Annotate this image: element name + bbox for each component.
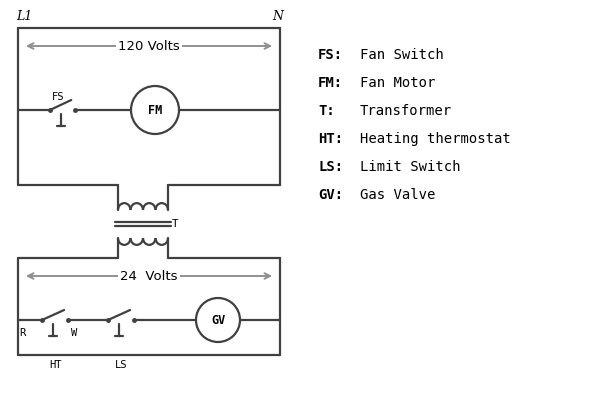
Text: W: W [71,328,77,338]
Text: LS: LS [114,360,127,370]
Text: LS:: LS: [318,160,343,174]
Text: HT: HT [49,360,61,370]
Text: Limit Switch: Limit Switch [360,160,461,174]
Text: Fan Motor: Fan Motor [360,76,435,90]
Text: T:: T: [318,104,335,118]
Text: Heating thermostat: Heating thermostat [360,132,511,146]
Text: 120 Volts: 120 Volts [118,40,180,52]
Text: T: T [172,219,179,229]
Text: GV: GV [211,314,225,326]
Text: FM: FM [148,104,162,116]
Text: GV:: GV: [318,188,343,202]
Text: N: N [272,10,283,22]
Text: FM:: FM: [318,76,343,90]
Text: Transformer: Transformer [360,104,452,118]
Text: HT:: HT: [318,132,343,146]
Text: 24  Volts: 24 Volts [120,270,178,282]
Text: R: R [19,328,25,338]
Text: Gas Valve: Gas Valve [360,188,435,202]
Text: Fan Switch: Fan Switch [360,48,444,62]
Text: FS: FS [53,92,65,102]
Text: L1: L1 [16,10,32,22]
Text: FS:: FS: [318,48,343,62]
